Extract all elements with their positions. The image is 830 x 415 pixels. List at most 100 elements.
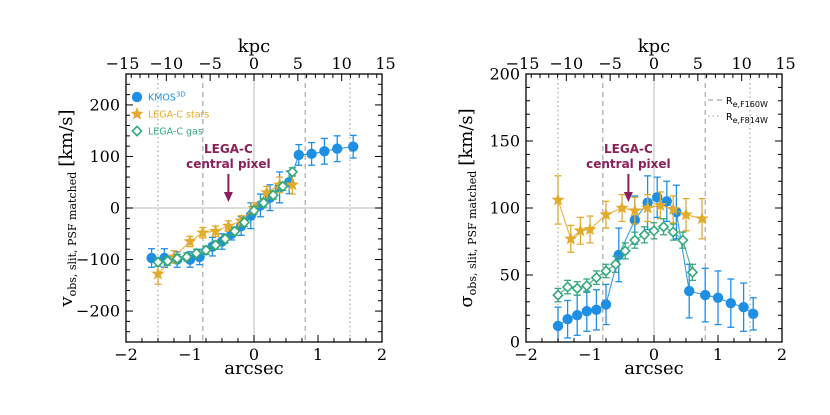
series-lega-c-gas <box>152 166 299 268</box>
data-point <box>609 258 622 271</box>
data-point <box>200 244 212 256</box>
data-point <box>257 197 270 209</box>
x-axis-label: arcsec <box>224 358 283 379</box>
data-point <box>600 265 612 277</box>
top-tick-label: −10 <box>549 54 583 73</box>
top-tick-label: −10 <box>149 54 183 73</box>
series-kmos <box>552 175 759 342</box>
data-point <box>648 225 660 237</box>
data-point <box>248 204 260 217</box>
legend-label: LEGA-C stars <box>148 110 209 121</box>
annotation-arrow-head <box>623 192 633 202</box>
plot-area <box>551 74 759 342</box>
x-tick-label: −1 <box>578 345 602 364</box>
data-point <box>638 229 651 241</box>
data-point <box>152 256 164 268</box>
annotation-text: LEGA-C central pixel <box>186 142 271 171</box>
y-axis-label: σobs, slit, PSF matched [km/s] <box>456 108 479 307</box>
x-tick-label: 2 <box>777 345 787 364</box>
annotation-line: central pixel <box>586 157 671 171</box>
y-tick-label: −200 <box>76 302 120 321</box>
y-tick-label: −100 <box>76 250 120 269</box>
data-point <box>229 225 241 237</box>
annotation-text: LEGA-C central pixel <box>586 142 671 171</box>
data-point <box>653 198 668 211</box>
top-tick-label: 15 <box>375 54 395 73</box>
data-point <box>590 271 603 284</box>
top-tick-label: −15 <box>106 54 140 73</box>
data-point <box>629 234 641 246</box>
x-axis-label: arcsec <box>624 358 683 379</box>
data-point <box>208 224 223 237</box>
data-point <box>151 266 165 280</box>
data-point <box>679 207 693 221</box>
top-tick-label: −5 <box>198 54 222 73</box>
data-point <box>686 266 699 279</box>
radius-legend-sub: e,F814W <box>733 116 768 125</box>
x-tick-label: −2 <box>114 345 138 364</box>
radius-legend-main: R <box>726 96 733 107</box>
top-tick-label: 10 <box>331 54 351 73</box>
data-point <box>306 148 317 160</box>
legend-marker <box>131 91 143 103</box>
x-tick-label: 1 <box>313 345 323 364</box>
data-point <box>591 304 602 316</box>
data-point <box>677 234 689 246</box>
legend-marker <box>131 125 143 137</box>
top-tick-label: −5 <box>598 54 622 73</box>
data-point <box>581 305 592 317</box>
x-tick-label: −1 <box>178 345 202 364</box>
data-point <box>183 234 197 248</box>
data-point <box>628 203 642 217</box>
data-point <box>561 281 574 293</box>
y-label-main: v <box>56 296 77 308</box>
x-tick-label: 0 <box>649 345 659 364</box>
data-point <box>332 143 343 154</box>
data-point <box>748 308 759 320</box>
data-point <box>219 233 231 245</box>
legend-label-sup: 3D <box>176 91 186 99</box>
x-tick-label: 1 <box>713 345 723 364</box>
top-axis-label: kpc <box>238 36 271 57</box>
series-lega-c-gas <box>552 218 699 303</box>
data-point <box>619 245 631 257</box>
x-tick-label: −2 <box>514 345 538 364</box>
legend-label-text: LEGA-C stars <box>148 110 209 121</box>
y-label-main: σ <box>456 295 477 307</box>
annotation-line: LEGA-C <box>204 142 253 156</box>
annotation-arrow-head <box>223 192 233 202</box>
legend-label: LEGA-C gas <box>148 127 203 138</box>
radius-legend-main: R <box>726 112 733 123</box>
legend-label-text: LEGA-C gas <box>148 127 203 138</box>
top-tick-label: 0 <box>649 54 659 73</box>
data-point <box>657 221 670 233</box>
data-point <box>700 289 711 301</box>
series-lega-c-stars <box>551 175 709 253</box>
data-point <box>572 310 583 321</box>
data-point <box>286 166 299 178</box>
data-point <box>267 189 279 201</box>
data-point <box>615 201 629 214</box>
data-point <box>573 223 588 237</box>
data-point <box>571 282 583 295</box>
top-tick-label: 10 <box>731 54 751 73</box>
radius-legend-label: Re,F814W <box>726 112 768 125</box>
radius-legend-label: Re,F160W <box>726 96 768 109</box>
data-point <box>293 149 304 161</box>
y-tick-label: 100 <box>489 199 520 218</box>
data-point <box>161 255 174 267</box>
annotation-line: LEGA-C <box>604 142 653 156</box>
y-tick-label: 150 <box>489 132 520 151</box>
data-point <box>599 207 613 221</box>
y-tick-label: 50 <box>500 266 520 285</box>
y-label-unit: [km/s] <box>456 108 477 165</box>
y-tick-label: 200 <box>489 65 520 84</box>
data-point <box>552 289 564 301</box>
data-point <box>551 192 565 206</box>
data-point <box>171 252 183 265</box>
y-axis-label: vobs, slit, PSF matched [km/s] <box>56 109 79 307</box>
x-tick-label: 2 <box>377 345 387 364</box>
